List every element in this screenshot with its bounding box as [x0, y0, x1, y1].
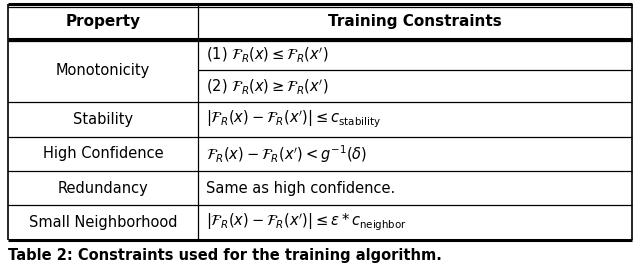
- Text: Stability: Stability: [73, 112, 133, 127]
- Text: Property: Property: [65, 14, 141, 29]
- Text: $|\mathcal{F}_R(x) - \mathcal{F}_R(x^\prime)| \leq c_{\mathrm{stability}}$: $|\mathcal{F}_R(x) - \mathcal{F}_R(x^\pr…: [206, 109, 381, 130]
- Text: $\mathcal{F}_R(x) - \mathcal{F}_R(x^\prime) < g^{-1}(\delta)$: $\mathcal{F}_R(x) - \mathcal{F}_R(x^\pri…: [206, 143, 367, 165]
- Text: Table 2: Constraints used for the training algorithm.: Table 2: Constraints used for the traini…: [8, 248, 442, 263]
- Text: High Confidence: High Confidence: [43, 146, 163, 161]
- Text: $|\mathcal{F}_R(x) - \mathcal{F}_R(x^\prime)| \leq \epsilon * c_{\mathrm{neighbo: $|\mathcal{F}_R(x) - \mathcal{F}_R(x^\pr…: [206, 212, 407, 233]
- Text: (1) $\mathcal{F}_R(x) \leq \mathcal{F}_R(x^\prime)$: (1) $\mathcal{F}_R(x) \leq \mathcal{F}_R…: [206, 45, 328, 64]
- Text: Same as high confidence.: Same as high confidence.: [206, 181, 395, 196]
- Text: Monotonicity: Monotonicity: [56, 63, 150, 78]
- Text: Training Constraints: Training Constraints: [328, 14, 502, 29]
- Text: Redundancy: Redundancy: [58, 181, 148, 196]
- Text: Small Neighborhood: Small Neighborhood: [29, 215, 177, 230]
- Text: (2) $\mathcal{F}_R(x) \geq \mathcal{F}_R(x^\prime)$: (2) $\mathcal{F}_R(x) \geq \mathcal{F}_R…: [206, 77, 328, 96]
